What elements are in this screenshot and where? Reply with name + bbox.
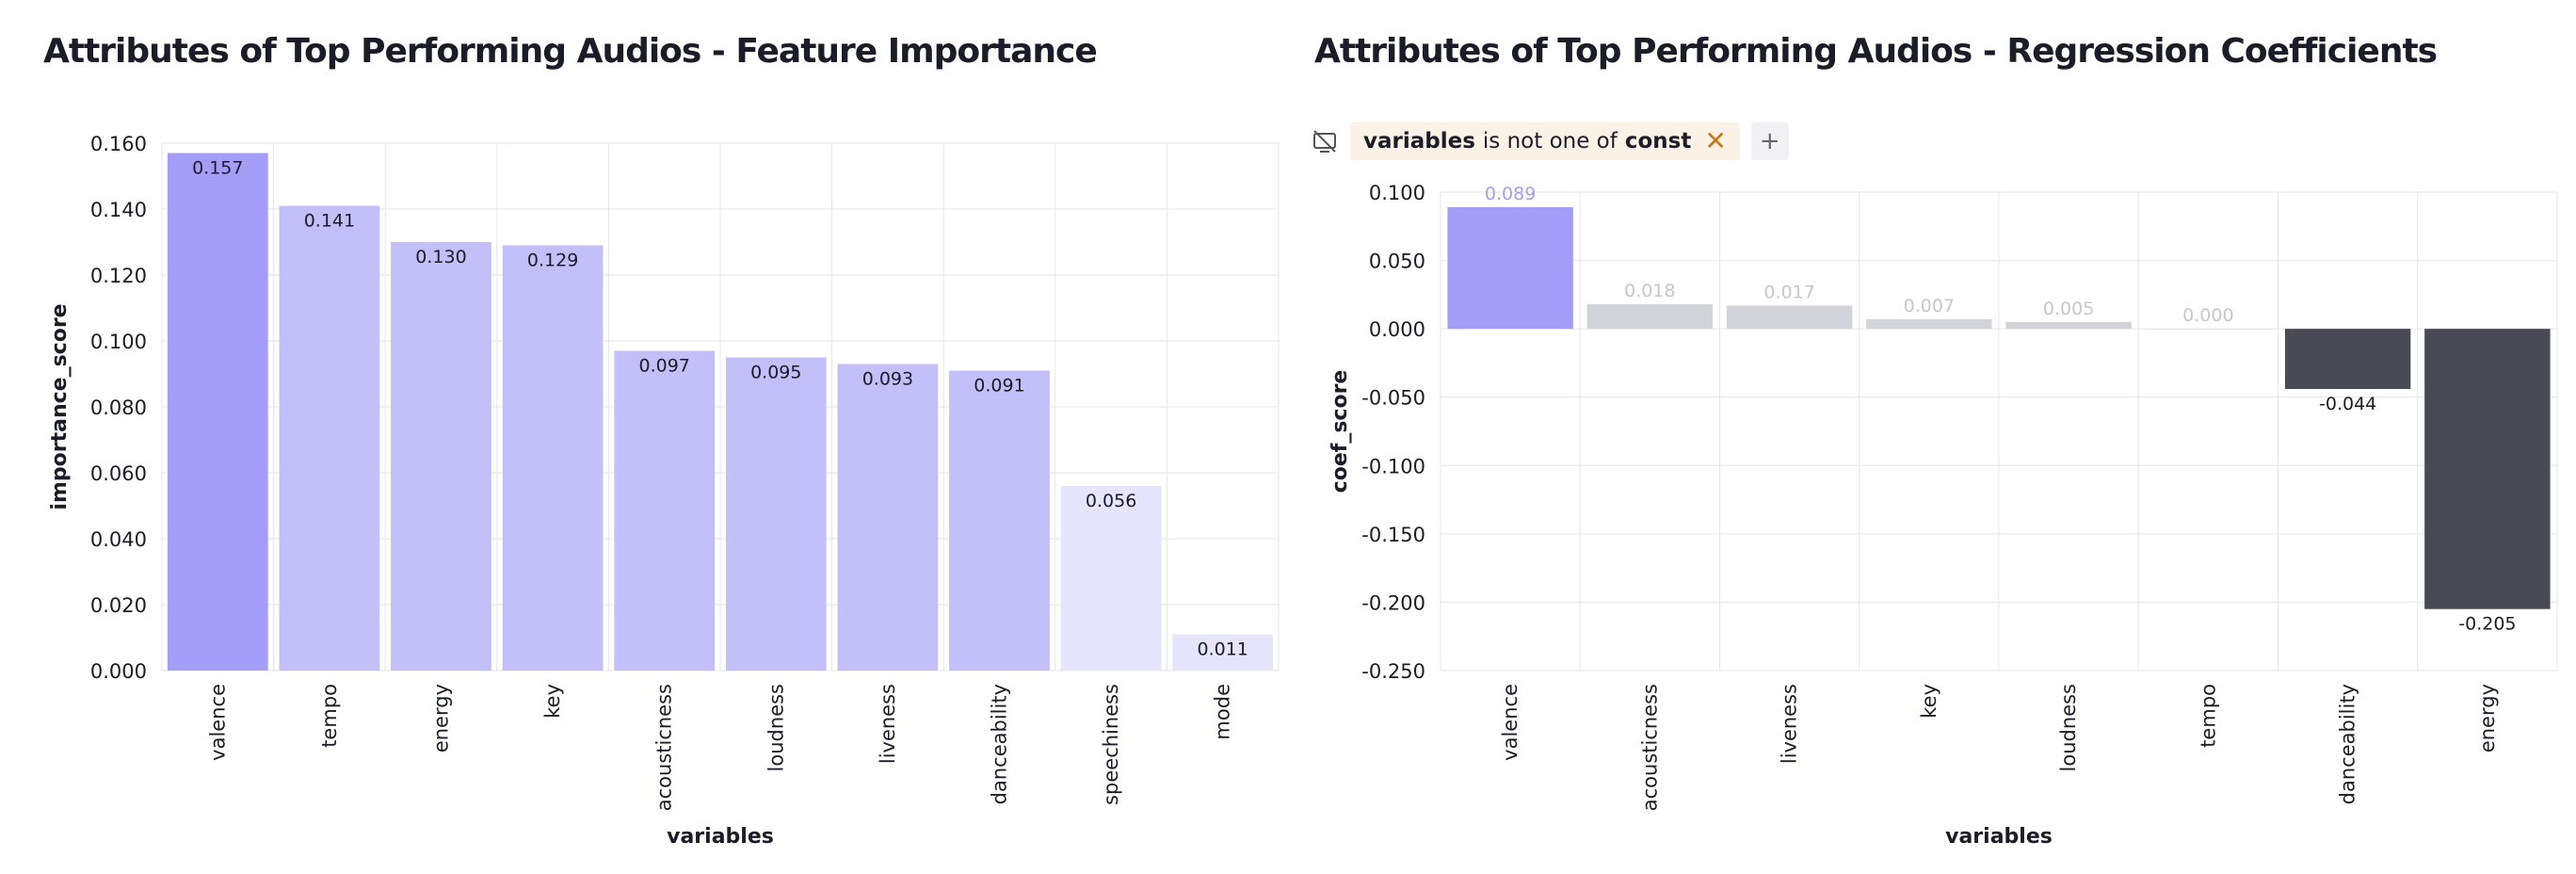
- x-tick-label: energy: [2476, 684, 2499, 753]
- data-label: -0.044: [2319, 394, 2376, 414]
- data-label: 0.141: [304, 211, 355, 232]
- bar: [837, 364, 939, 671]
- y-tick-label: 0.020: [90, 594, 147, 617]
- data-label: 0.093: [862, 369, 913, 390]
- data-label: 0.011: [1197, 639, 1248, 660]
- bar: [949, 370, 1050, 671]
- y-tick-label: 0.060: [90, 462, 147, 485]
- data-label: 0.091: [974, 376, 1024, 397]
- bar: [1726, 305, 1853, 330]
- bar: [1447, 206, 1573, 330]
- filter-operator: is not one of: [1482, 129, 1618, 154]
- y-tick-label: -0.050: [1361, 387, 1425, 410]
- x-tick-label: loudness: [2057, 684, 2080, 771]
- left-chart-title: Attributes of Top Performing Audios - Fe…: [43, 32, 1098, 71]
- filter-value: const: [1624, 129, 1692, 154]
- bar: [1586, 304, 1714, 330]
- bar: [2145, 329, 2272, 330]
- x-tick-label: acousticness: [1638, 684, 1661, 811]
- x-tick-label: liveness: [1779, 684, 1801, 764]
- x-tick-label: danceability: [989, 684, 1011, 804]
- data-label: -0.205: [2458, 614, 2516, 635]
- y-tick-label: 0.100: [90, 331, 147, 353]
- x-tick-label: speechiness: [1100, 684, 1122, 805]
- x-tick-label: liveness: [877, 684, 899, 764]
- data-label: 0.017: [1763, 282, 1814, 302]
- filter-chip[interactable]: variables is not one of const ✕: [1350, 122, 1740, 160]
- bar: [279, 205, 380, 671]
- bar: [1060, 486, 1162, 671]
- close-icon[interactable]: ✕: [1704, 125, 1727, 156]
- y-axis-title: coef_score: [1328, 370, 1352, 494]
- bar: [2424, 329, 2551, 609]
- x-tick-label: energy: [430, 684, 453, 753]
- x-tick-label: loudness: [765, 684, 787, 771]
- bar: [2005, 321, 2132, 330]
- bar: [2284, 329, 2411, 390]
- y-tick-label: -0.250: [1361, 660, 1425, 683]
- bar: [167, 153, 268, 671]
- right-chart-title: Attributes of Top Performing Audios - Re…: [1314, 32, 2438, 71]
- y-tick-label: -0.200: [1361, 591, 1425, 614]
- x-tick-label: acousticness: [653, 684, 676, 811]
- y-tick-label: 0.000: [1369, 318, 1425, 341]
- x-tick-label: key: [541, 684, 564, 719]
- data-label: 0.056: [1086, 491, 1136, 511]
- bar: [502, 245, 604, 671]
- data-label: 0.130: [415, 247, 466, 267]
- data-label: 0.097: [638, 356, 689, 377]
- bar: [1866, 318, 1992, 330]
- x-axis-title: variables: [667, 825, 774, 849]
- data-label: 0.089: [1485, 184, 1536, 204]
- y-tick-label: 0.120: [90, 265, 147, 287]
- y-tick-label: -0.100: [1361, 455, 1425, 477]
- x-tick-label: key: [1918, 684, 1940, 719]
- filter-field: variables: [1363, 129, 1475, 154]
- y-tick-label: 0.100: [1369, 182, 1425, 204]
- x-tick-label: tempo: [2197, 684, 2219, 748]
- y-tick-label: -0.150: [1361, 524, 1425, 546]
- x-tick-label: valence: [206, 684, 229, 761]
- chart-off-icon[interactable]: [1311, 127, 1339, 155]
- data-label: 0.007: [1904, 296, 1955, 316]
- y-tick-label: 0.000: [90, 660, 147, 683]
- bar: [1172, 634, 1274, 671]
- feature-importance-chart: 0.000 0.020 0.040 0.060 0.080 0.100 0.120 0.140…: [48, 133, 1280, 849]
- y-axis-title: importance_score: [48, 303, 72, 510]
- bar: [614, 350, 716, 671]
- x-tick-label: danceability: [2337, 684, 2359, 804]
- x-axis-title: variables: [1945, 825, 2053, 849]
- filter-bar: variables is not one of const ✕ +: [1311, 121, 1789, 162]
- data-label: 0.000: [2182, 305, 2233, 326]
- y-tick-label: 0.080: [90, 397, 147, 419]
- data-label: 0.095: [750, 363, 801, 383]
- x-tick-label: mode: [1212, 684, 1234, 740]
- x-tick-label: tempo: [318, 684, 341, 748]
- data-label: 0.157: [192, 158, 243, 179]
- data-label: 0.018: [1624, 281, 1675, 301]
- bar: [391, 242, 491, 671]
- y-tick-label: 0.050: [1369, 251, 1425, 273]
- add-filter-button[interactable]: +: [1750, 122, 1789, 160]
- x-tick-label: valence: [1499, 684, 1521, 761]
- y-tick-label: 0.040: [90, 528, 147, 551]
- y-tick-label: 0.160: [90, 133, 147, 155]
- bar: [725, 357, 827, 671]
- data-label: 0.005: [2043, 299, 2094, 319]
- regression-coefficients-chart: -0.250 -0.200 -0.150 -0.100 -0.050 0.000 0.050…: [1328, 182, 2558, 849]
- y-tick-label: 0.140: [90, 199, 147, 221]
- data-label: 0.129: [527, 251, 578, 271]
